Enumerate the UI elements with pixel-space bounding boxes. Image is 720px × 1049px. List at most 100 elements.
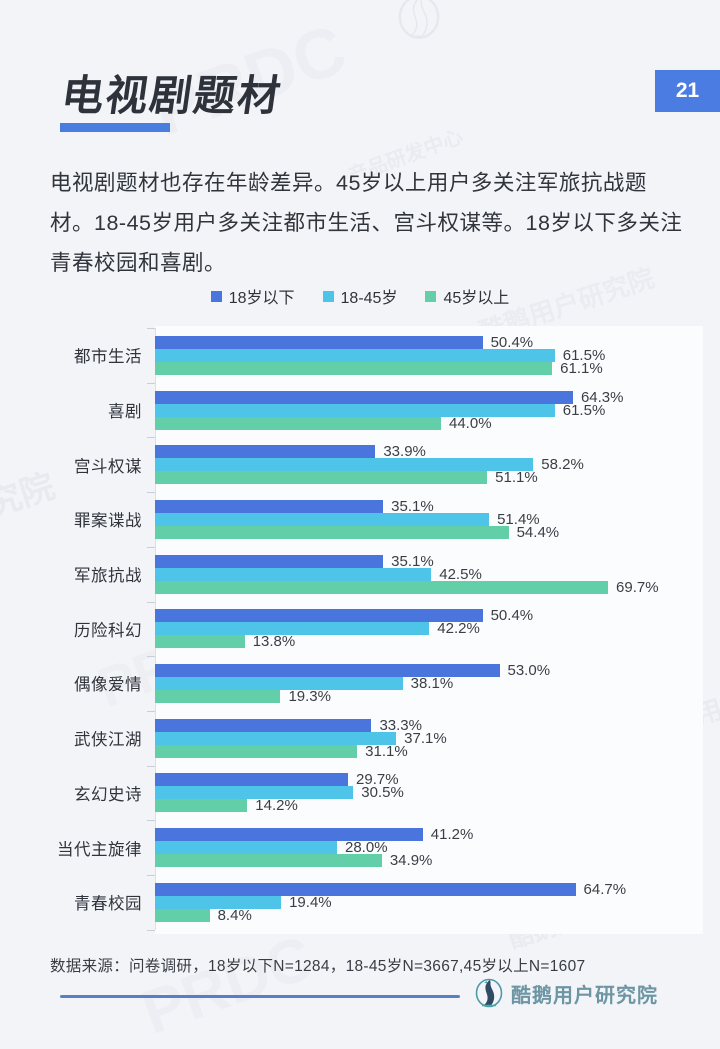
bar-segment — [155, 882, 576, 896]
bar-segment — [155, 718, 372, 732]
axis-tick — [147, 492, 155, 494]
footer-divider — [60, 995, 460, 998]
bar-line: 51.1% — [155, 469, 720, 487]
bar-group: 64.7% 19.4% 8.4% — [155, 875, 720, 930]
bar-line: 33.9% — [155, 443, 720, 461]
value-label: 42.2% — [437, 620, 480, 638]
axis-tick — [147, 875, 155, 876]
legend-label: 18岁以下 — [228, 290, 295, 307]
bar-segment — [155, 786, 354, 800]
bar-segment — [155, 403, 555, 417]
bar-group: 35.1% 42.5% 69.7% — [155, 547, 720, 602]
bar-segment — [155, 828, 423, 842]
bar-line: 44.0% — [155, 415, 720, 432]
bar-group: 41.2% 28.0% 34.9% — [155, 820, 720, 875]
value-label: 41.2% — [430, 826, 474, 844]
bar-segment — [155, 895, 282, 909]
category-label: 历险科幻 — [74, 621, 142, 640]
value-label: 33.3% — [379, 716, 422, 734]
bar-line: 29.7% — [155, 771, 720, 789]
category-label: 当代主旋律 — [57, 840, 142, 859]
bar-line: 14.2% — [155, 797, 720, 815]
bar-group: 50.4% 61.5% 61.1% — [155, 328, 720, 383]
brand-logo: 酷鹅用户研究院 — [474, 977, 658, 1009]
value-label: 35.1% — [391, 497, 434, 515]
bar-line: 19.3% — [155, 688, 720, 705]
bar-line: 50.4% — [155, 607, 720, 624]
page-title: 电视剧题材 — [58, 72, 286, 119]
category-label: 都市生活 — [74, 348, 142, 367]
bar-segment — [155, 525, 509, 539]
bar-line: 33.3% — [155, 716, 720, 734]
axis-tick — [147, 820, 155, 822]
legend-label: 18-45岁 — [340, 290, 398, 307]
description-text: 电视剧题材也存在年龄差异。45岁以上用户多关注军旅抗战题 材。18-45岁用户多… — [50, 171, 683, 275]
value-label: 58.2% — [541, 456, 584, 474]
bar-segment — [155, 773, 349, 787]
bar-chart: 都市生活 50.4% 61.5% 61.1% 喜剧 64.3% 61.5% 44.0% 宫斗权谋… — [0, 328, 720, 930]
bar-segment — [155, 908, 210, 922]
bar-segment — [155, 689, 281, 703]
bar-line: 37.1% — [155, 729, 720, 747]
axis-tick — [147, 656, 155, 658]
chart-row: 军旅抗战 35.1% 42.5% 69.7% — [0, 547, 720, 602]
bar-segment — [155, 744, 358, 758]
category-label: 偶像爱情 — [74, 676, 142, 695]
bar-line: 42.5% — [155, 565, 720, 583]
value-label: 28.0% — [345, 839, 388, 857]
bar-segment — [155, 335, 483, 349]
legend-item: 45岁以上 — [425, 284, 509, 308]
brand-name: 酷鹅用户研究院 — [511, 984, 658, 1007]
axis-tick — [147, 546, 155, 548]
bar-segment — [155, 609, 483, 623]
value-label: 31.1% — [365, 742, 408, 760]
bar-segment — [155, 445, 376, 459]
chart-row: 偶像爱情 53.0% 38.1% 19.3% — [0, 656, 720, 711]
bar-segment — [155, 471, 488, 485]
bar-segment — [155, 580, 609, 594]
bar-line: 38.1% — [155, 675, 720, 692]
data-source-note: 数据来源：问卷调研，18岁以下N=1284，18-45岁N=3667,45岁以上… — [50, 958, 586, 975]
goose-watermark-icon — [398, 0, 440, 39]
value-label: 29.7% — [356, 771, 399, 789]
watermark-text: PRDC — [133, 923, 323, 1048]
category-label: 军旅抗战 — [74, 567, 142, 586]
axis-tick — [147, 437, 155, 439]
chart-row: 武侠江湖 33.3% 37.1% 31.1% — [0, 711, 720, 766]
bar-line: 28.0% — [155, 839, 720, 857]
value-label: 35.1% — [391, 552, 434, 570]
category-label: 玄幻史诗 — [74, 785, 142, 804]
value-label: 51.4% — [497, 510, 540, 528]
bar-line: 61.1% — [155, 360, 720, 377]
axis-tick — [147, 382, 155, 384]
bar-group: 53.0% 38.1% 19.3% — [155, 656, 720, 711]
value-label: 64.7% — [583, 880, 627, 898]
value-label: 51.1% — [495, 469, 538, 487]
bar-line: 13.8% — [155, 633, 720, 651]
legend-item: 18岁以下 — [210, 284, 295, 308]
value-label: 64.3% — [580, 388, 624, 406]
axis-tick — [147, 328, 155, 329]
bar-line: 61.5% — [155, 401, 720, 419]
value-label: 61.5% — [562, 401, 606, 419]
value-label: 33.9% — [383, 443, 426, 461]
chart-row: 宫斗权谋 33.9% 58.2% 51.1% — [0, 437, 720, 492]
bar-segment — [155, 390, 573, 404]
bar-line: 19.4% — [155, 894, 720, 911]
bar-group: 33.9% 58.2% 51.1% — [155, 437, 720, 492]
value-label: 13.8% — [252, 633, 296, 651]
bar-line: 8.4% — [155, 907, 720, 924]
bar-segment — [155, 854, 382, 868]
bar-line: 54.4% — [155, 524, 720, 541]
category-label: 青春校园 — [74, 895, 142, 914]
bar-group: 29.7% 30.5% 14.2% — [155, 766, 720, 821]
legend-swatch — [322, 290, 334, 302]
value-label: 37.1% — [404, 729, 447, 747]
legend-label: 45岁以上 — [443, 290, 510, 307]
axis-tick — [147, 765, 155, 767]
bar-segment — [155, 731, 397, 745]
legend-swatch — [210, 290, 222, 302]
value-label: 42.5% — [439, 565, 482, 583]
value-label: 14.2% — [255, 797, 298, 815]
